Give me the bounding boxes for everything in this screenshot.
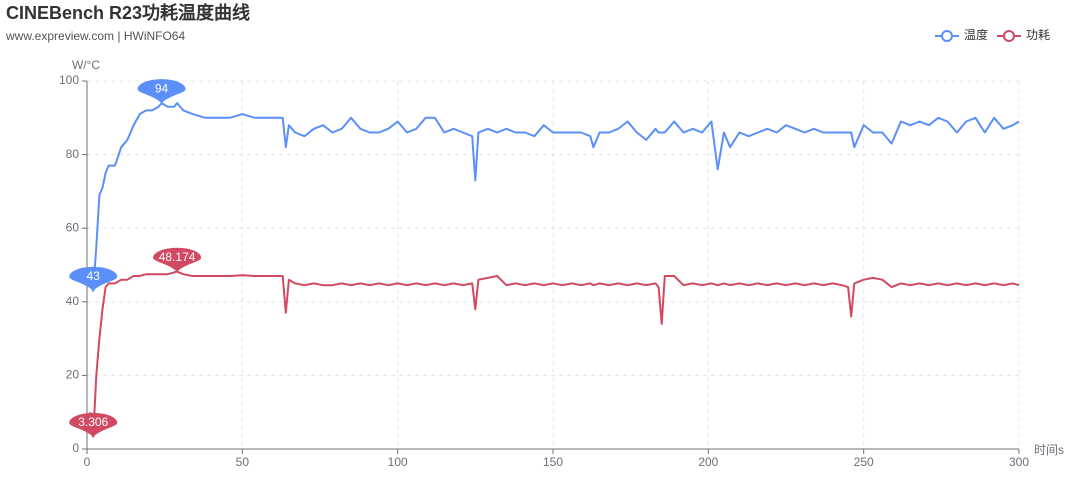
mark-label: 48.174 — [159, 250, 196, 264]
legend-label: 温度 — [964, 27, 988, 42]
y-tick-label: 100 — [59, 73, 79, 87]
legend-icon — [941, 30, 953, 42]
mark-label: 43 — [87, 269, 101, 283]
mark-pin — [153, 247, 202, 272]
x-tick-label: 300 — [1009, 455, 1029, 469]
x-tick-label: 250 — [854, 455, 874, 469]
mark-label: 94 — [155, 81, 169, 95]
chart-subtitle: www.expreview.com | HWiNFO64 — [5, 29, 185, 43]
x-tick-label: 50 — [236, 455, 250, 469]
y-tick-label: 20 — [66, 368, 80, 382]
mark-label: 3.306 — [78, 415, 108, 429]
legend-icon — [1003, 30, 1015, 42]
x-tick-label: 100 — [388, 455, 408, 469]
y-tick-label: 80 — [66, 147, 80, 161]
x-tick-label: 0 — [84, 455, 91, 469]
y-tick-label: 60 — [66, 220, 80, 234]
mark-pin — [69, 266, 118, 291]
x-tick-label: 150 — [543, 455, 563, 469]
y-tick-label: 40 — [66, 294, 80, 308]
series-line — [89, 270, 1020, 438]
chart-title: CINEBench R23功耗温度曲线 — [6, 2, 250, 23]
y-axis-label: W/°C — [72, 58, 100, 72]
legend-label: 功耗 — [1026, 28, 1050, 42]
y-tick-label: 0 — [72, 441, 79, 455]
mark-pin — [137, 79, 186, 104]
mark-pin — [69, 412, 118, 437]
x-axis-label: 时间s — [1034, 443, 1064, 457]
x-tick-label: 200 — [698, 455, 718, 469]
series-line — [89, 102, 1020, 292]
